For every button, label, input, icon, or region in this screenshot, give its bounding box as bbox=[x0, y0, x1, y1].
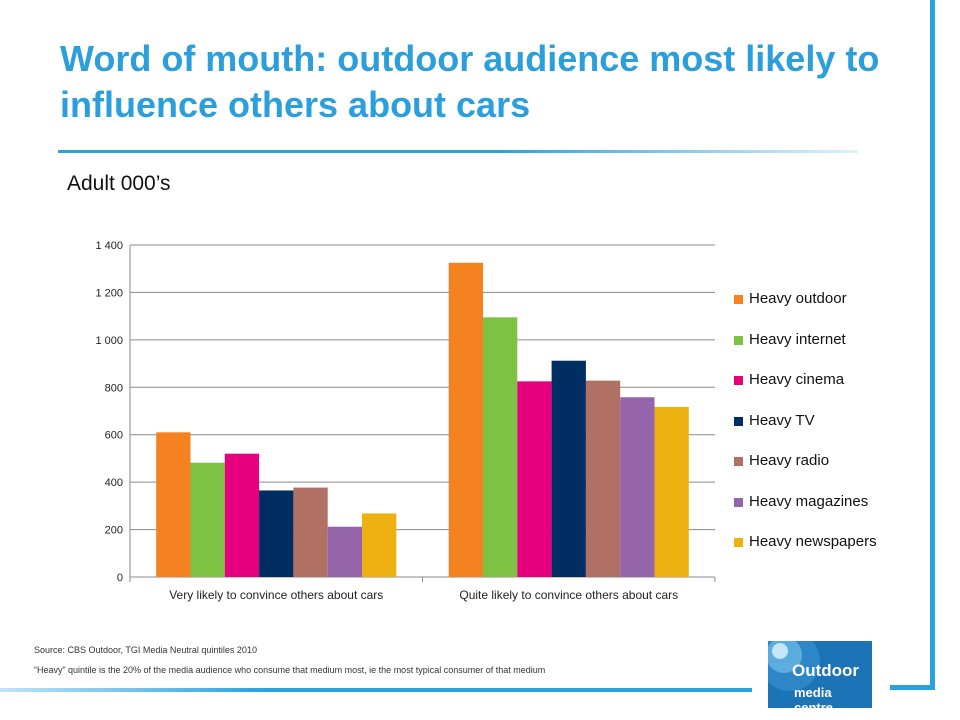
y-tick-label: 1 400 bbox=[95, 240, 123, 252]
bar bbox=[293, 487, 328, 577]
legend-label: Heavy radio bbox=[749, 452, 830, 469]
y-tick-label: 400 bbox=[105, 477, 123, 489]
legend-label: Heavy magazines bbox=[749, 492, 869, 510]
legend-swatch bbox=[734, 335, 743, 345]
bar bbox=[483, 317, 518, 577]
x-category-label: Very likely to convince others about car… bbox=[169, 588, 383, 602]
bar bbox=[362, 513, 397, 577]
bar bbox=[585, 380, 621, 577]
y-tick-label: 1 200 bbox=[95, 287, 123, 299]
bar bbox=[517, 381, 552, 577]
bar bbox=[327, 526, 362, 577]
bar bbox=[190, 462, 225, 577]
slide-title: Word of mouth: outdoor audience most lik… bbox=[60, 38, 880, 125]
y-tick-label: 1 000 bbox=[95, 335, 123, 347]
legend-swatch bbox=[734, 497, 743, 507]
chart-unit-label: Adult 000’s bbox=[67, 172, 171, 195]
bar bbox=[224, 453, 260, 577]
logo-text-outdoor: Outdoor bbox=[792, 661, 860, 680]
globe-icon bbox=[768, 641, 820, 691]
footnote: “Heavy” quintile is the 20% of the media… bbox=[34, 665, 546, 675]
legend-label: Heavy TV bbox=[749, 411, 815, 429]
y-tick-label: 800 bbox=[105, 382, 123, 394]
bar bbox=[620, 397, 655, 577]
logo-text-media-centre: media centre bbox=[794, 685, 834, 715]
legend-swatch bbox=[734, 416, 743, 426]
y-tick-label: 600 bbox=[105, 430, 123, 442]
y-tick-label: 0 bbox=[117, 572, 123, 584]
bar bbox=[654, 406, 689, 577]
bar bbox=[156, 432, 191, 577]
source-note: Source: CBS Outdoor, TGI Media Neutral q… bbox=[34, 645, 257, 655]
legend-swatch bbox=[734, 295, 743, 304]
bar bbox=[551, 360, 586, 577]
bottom-right-rule bbox=[890, 685, 935, 690]
legend-swatch bbox=[734, 457, 743, 466]
right-border-rule bbox=[930, 0, 935, 690]
x-category-label: Quite likely to convince others about ca… bbox=[459, 588, 678, 602]
legend-swatch bbox=[734, 376, 743, 385]
y-tick-label: 200 bbox=[105, 525, 123, 537]
legend-label: Heavy internet bbox=[749, 330, 846, 348]
legend-label: Heavy outdoor bbox=[749, 290, 847, 307]
legend-label: Heavy cinema bbox=[749, 371, 845, 388]
outdoor-media-centre-logo: Outdoor media centre bbox=[768, 641, 872, 715]
title-underline bbox=[58, 150, 858, 153]
bottom-left-rule bbox=[0, 688, 752, 692]
legend-label: Heavy newspapers bbox=[749, 533, 877, 550]
legend-swatch bbox=[734, 538, 743, 547]
bar bbox=[259, 490, 294, 577]
bar bbox=[448, 262, 483, 577]
